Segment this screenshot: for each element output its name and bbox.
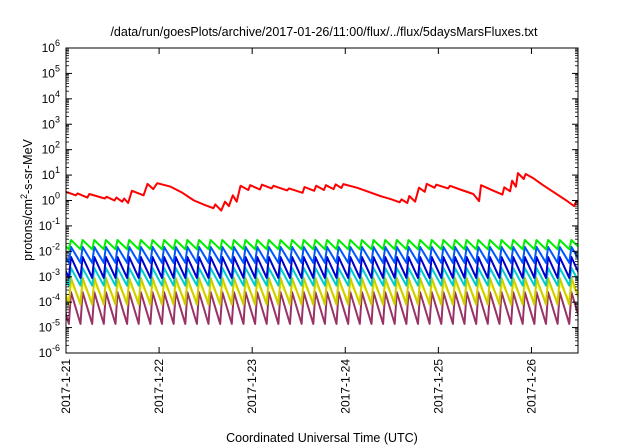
y-tick-exponent: -6 (52, 343, 60, 353)
x-tick-label: 2017-1-23 (245, 359, 259, 414)
x-axis-label: Coordinated Universal Time (UTC) (226, 431, 418, 445)
sawtooth-series-line (66, 245, 578, 264)
chart-title: /data/run/goesPlots/archive/2017-01-26/1… (110, 25, 538, 39)
sawtooth-series-line (66, 256, 578, 279)
y-tick-exponent: 0 (55, 191, 60, 201)
y-tick-exponent: -3 (52, 267, 60, 277)
y-tick-base: 10 (39, 295, 53, 309)
y-tick-label: 106 (42, 38, 60, 55)
y-tick-label: 10-5 (39, 318, 60, 335)
y-axis-label: protons/cm2-s-sr-MeV (19, 138, 35, 260)
sawtooth-series-line (66, 267, 578, 287)
sawtooth-series-line (66, 276, 578, 306)
y-tick-exponent: 5 (55, 63, 60, 73)
y-tick-base: 10 (42, 92, 56, 106)
series-layer (66, 172, 578, 325)
y-tick-label: 102 (42, 140, 60, 157)
y-tick-exponent: -1 (52, 216, 60, 226)
y-tick-exponent: -4 (52, 292, 60, 302)
y-tick-exponent: 1 (55, 165, 60, 175)
y-tick-base: 10 (39, 219, 53, 233)
y-tick-label: 10-4 (39, 292, 60, 309)
series-group (66, 172, 578, 325)
y-tick-exponent: 3 (55, 114, 60, 124)
y-tick-label: 10-3 (39, 267, 60, 284)
y-tick-base: 10 (42, 143, 56, 157)
y-tick-base: 10 (42, 41, 56, 55)
y-tick-label: 10-2 (39, 241, 60, 258)
y-tick-exponent: 2 (55, 140, 60, 150)
y-tick-exponent: 6 (55, 38, 60, 48)
main-series-line (66, 172, 578, 212)
y-tick-exponent: -2 (52, 241, 60, 251)
sawtooth-series-line (66, 291, 578, 325)
y-tick-label: 105 (42, 63, 60, 80)
y-tick-base: 10 (42, 117, 56, 131)
sawtooth-series-line (66, 239, 578, 251)
y-tick-base: 10 (39, 270, 53, 284)
y-tick-label: 10-6 (39, 343, 60, 360)
y-axis-label-superscript: 2 (19, 194, 29, 199)
y-tick-base: 10 (42, 168, 56, 182)
y-tick-label: 10-1 (39, 216, 60, 233)
x-tick-label: 2017-1-24 (338, 359, 352, 414)
x-tick-label: 2017-1-21 (59, 359, 73, 414)
y-tick-exponent: 4 (55, 89, 60, 99)
y-tick-label: 100 (42, 191, 60, 208)
x-tick-label: 2017-1-25 (431, 359, 445, 414)
x-tick-label: 2017-1-26 (524, 359, 538, 414)
y-tick-base: 10 (39, 346, 53, 360)
y-tick-base: 10 (42, 194, 56, 208)
y-tick-label: 103 (42, 114, 60, 131)
y-tick-label: 101 (42, 165, 60, 182)
x-tick-label: 2017-1-22 (152, 359, 166, 414)
y-tick-base: 10 (39, 244, 53, 258)
y-tick-base: 10 (39, 321, 53, 335)
y-tick-base: 10 (42, 66, 56, 80)
y-axis: 10-610-510-410-310-210-11001011021031041… (39, 38, 578, 360)
y-tick-exponent: -5 (52, 318, 60, 328)
y-tick-label: 104 (42, 89, 60, 106)
x-axis: 2017-1-21 2017-1-22 2017-1-23 2017-1-24 2017… (59, 48, 538, 414)
